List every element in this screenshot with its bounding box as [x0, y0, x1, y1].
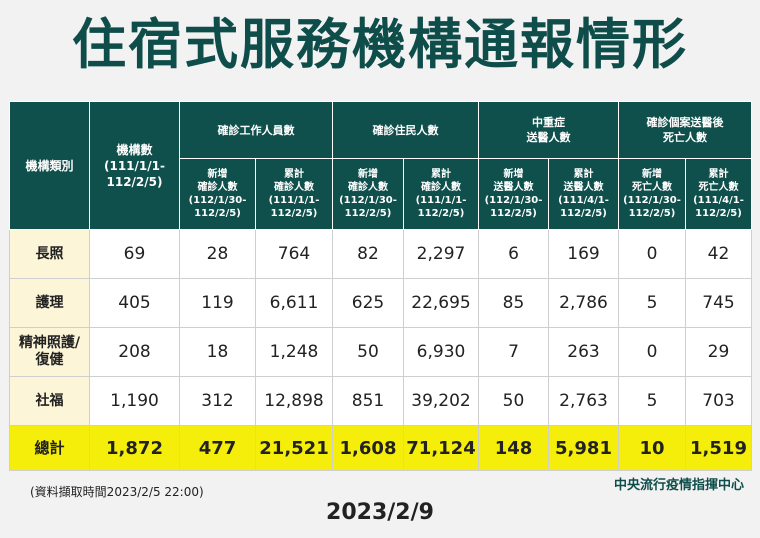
total-row: 總計 1,872 477 21,521 1,608 71,124 148 5,981 10 1,5… — [9, 425, 752, 471]
table-cell: 745 — [685, 278, 752, 328]
header-residents: 確診住民人數 — [332, 101, 479, 159]
table-cell: 1,872 — [89, 425, 180, 471]
table-cell: 21,521 — [255, 425, 333, 471]
row-category: 護理 — [9, 278, 90, 328]
header-count-label: 機構數 — [116, 142, 153, 157]
table-cell: 69 — [89, 229, 180, 279]
table-cell: 1,519 — [685, 425, 752, 471]
table-cell: 6,930 — [403, 327, 479, 377]
table-cell: 477 — [179, 425, 256, 471]
table-cell: 2,786 — [548, 278, 619, 328]
header-staff: 確診工作人員數 — [179, 101, 333, 159]
table-cell: 119 — [179, 278, 256, 328]
table-cell: 82 — [332, 229, 404, 279]
table-cell: 10 — [618, 425, 686, 471]
header-staff-total: 累計 確診人數 (111/1/1- 112/2/5) — [255, 158, 333, 230]
table-cell: 71,124 — [403, 425, 479, 471]
header-death-new: 新增 死亡人數 (112/1/30- 112/2/5) — [618, 158, 686, 230]
header-death-total: 累計 死亡人數 (111/4/1- 112/2/5) — [685, 158, 752, 230]
table-cell: 169 — [548, 229, 619, 279]
table-cell: 208 — [89, 327, 180, 377]
report-date: 2023/2/9 — [326, 500, 434, 525]
table-cell: 0 — [618, 229, 686, 279]
table-cell: 0 — [618, 327, 686, 377]
table-row: 社福 1,190 312 12,898 851 39,202 50 2,763 5 703 — [9, 376, 752, 426]
table-row: 精神照護/ 復健 208 18 1,248 50 6,930 7 263 0 29 — [9, 327, 752, 377]
table-cell: 50 — [478, 376, 549, 426]
table-cell: 405 — [89, 278, 180, 328]
header-count-date2: 112/2/5) — [106, 174, 163, 189]
table-cell: 625 — [332, 278, 404, 328]
table-cell: 2,297 — [403, 229, 479, 279]
table-cell: 18 — [179, 327, 256, 377]
table-cell: 1,608 — [332, 425, 404, 471]
row-category: 社福 — [9, 376, 90, 426]
row-category: 精神照護/ 復健 — [9, 327, 90, 377]
row-category: 總計 — [9, 425, 90, 471]
data-time-note: (資料擷取時間2023/2/5 22:00) — [30, 485, 204, 499]
table-row: 長照 69 28 764 82 2,297 6 169 0 42 — [9, 229, 752, 279]
header-count-date: (111/1/1- — [104, 158, 165, 173]
header-sev-total: 累計 送醫人數 (111/4/1- 112/2/5) — [548, 158, 619, 230]
table-cell: 312 — [179, 376, 256, 426]
table-cell: 28 — [179, 229, 256, 279]
table-cell: 39,202 — [403, 376, 479, 426]
header-res-total: 累計 確診人數 (111/1/1- 112/2/5) — [403, 158, 479, 230]
table-cell: 1,248 — [255, 327, 333, 377]
table-row: 護理 405 119 6,611 625 22,695 85 2,786 5 745 — [9, 278, 752, 328]
report-table: 機構類別 機構數 (111/1/1- 112/2/5) 確診工作人員數 確診住民… — [9, 101, 752, 471]
row-category: 長照 — [9, 229, 90, 279]
header-category: 機構類別 — [9, 101, 90, 230]
table-cell: 263 — [548, 327, 619, 377]
table-cell: 6,611 — [255, 278, 333, 328]
table-cell: 148 — [478, 425, 549, 471]
header-count: 機構數 (111/1/1- 112/2/5) — [89, 101, 180, 230]
table-cell: 703 — [685, 376, 752, 426]
header-death: 確診個案送醫後 死亡人數 — [618, 101, 752, 159]
table-cell: 85 — [478, 278, 549, 328]
table-cell: 5,981 — [548, 425, 619, 471]
table-body: 長照 69 28 764 82 2,297 6 169 0 42 護理 405 119 6,611 625 2… — [9, 229, 752, 471]
table-cell: 42 — [685, 229, 752, 279]
table-cell: 851 — [332, 376, 404, 426]
table-cell: 22,695 — [403, 278, 479, 328]
table-cell: 764 — [255, 229, 333, 279]
header-res-new: 新增 確診人數 (112/1/30- 112/2/5) — [332, 158, 404, 230]
table-cell: 5 — [618, 278, 686, 328]
table-cell: 1,190 — [89, 376, 180, 426]
header-staff-new: 新增 確診人數 (112/1/30- 112/2/5) — [179, 158, 256, 230]
header-severe: 中重症 送醫人數 — [478, 101, 619, 159]
table-cell: 50 — [332, 327, 404, 377]
table-cell: 7 — [478, 327, 549, 377]
table-cell: 5 — [618, 376, 686, 426]
header-sev-new: 新增 送醫人數 (112/1/30- 112/2/5) — [478, 158, 549, 230]
table-cell: 6 — [478, 229, 549, 279]
table-cell: 2,763 — [548, 376, 619, 426]
table-cell: 29 — [685, 327, 752, 377]
page-title: 住宿式服務機構通報情形 — [72, 13, 688, 76]
table-cell: 12,898 — [255, 376, 333, 426]
source-label: 中央流行疫情指揮中心 — [613, 478, 744, 493]
